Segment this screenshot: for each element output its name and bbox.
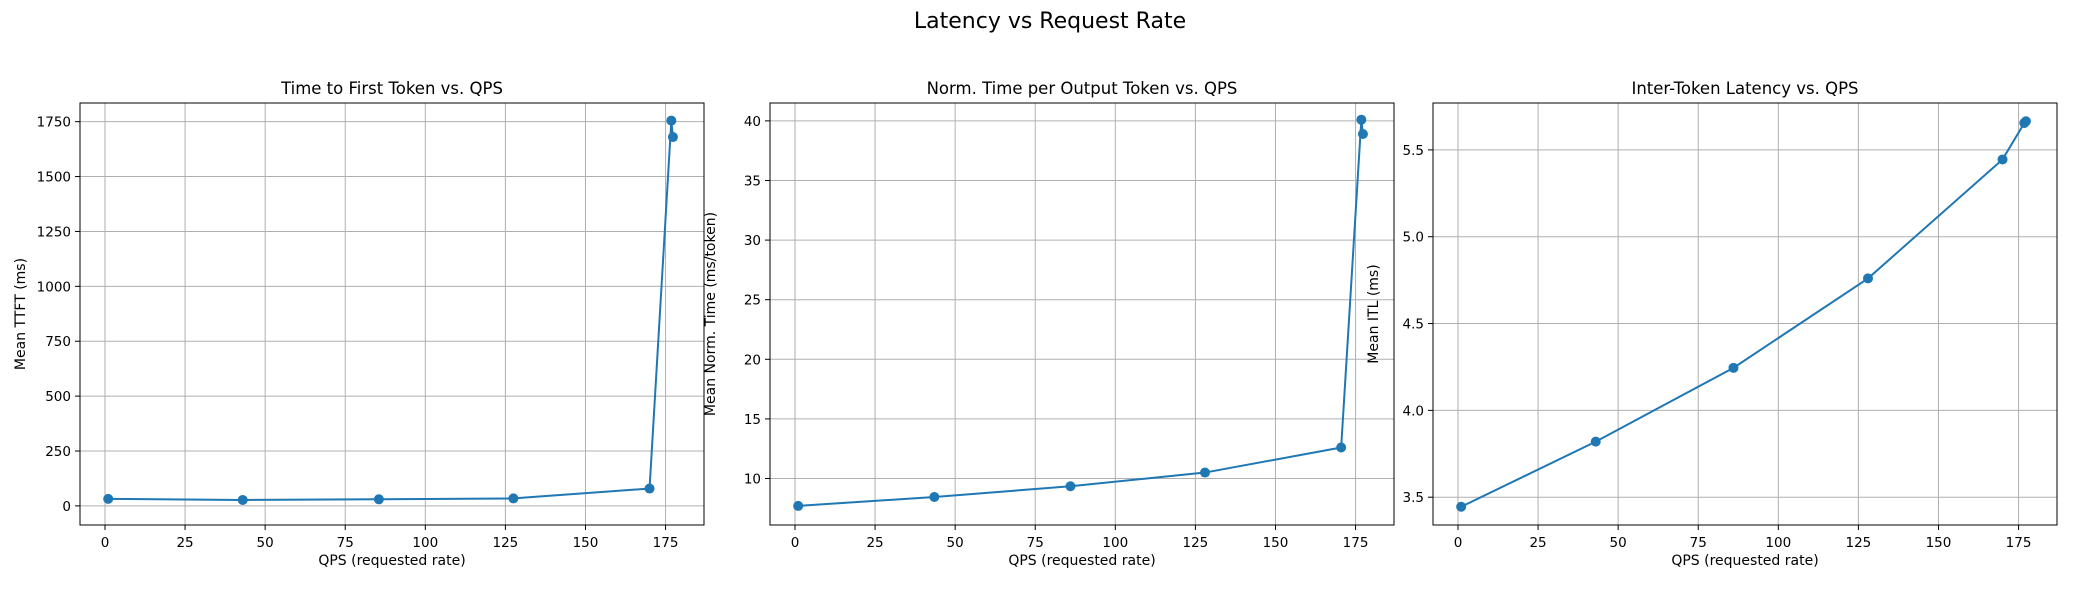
- x-tick-label: 125: [493, 535, 519, 551]
- axes-frame: [769, 102, 1395, 526]
- data-point: [1590, 436, 1601, 447]
- y-tick-label: 1500: [37, 170, 71, 186]
- y-axis-label: Mean Norm. Time (ms/token): [703, 212, 719, 416]
- subplot-2: 0 25 50 75 100 125 150 175 10 15 20 25 30 35 40 Norm. T…: [703, 79, 1395, 569]
- y-tick-label: 10: [744, 472, 761, 488]
- y-tick-label: 1250: [37, 224, 71, 240]
- x-tick-label: 150: [1263, 535, 1289, 551]
- y-tick-label: 5.0: [1403, 230, 1424, 246]
- x-tick-label: 50: [1610, 535, 1627, 551]
- data-point: [373, 494, 384, 505]
- y-tick-label: 250: [45, 444, 71, 460]
- x-tick-label: 25: [1529, 535, 1546, 551]
- data-point: [2020, 116, 2031, 127]
- subplot-title: Time to First Token vs. QPS: [280, 79, 503, 98]
- x-tick-label: 100: [1102, 535, 1128, 551]
- x-tick-label: 150: [573, 535, 599, 551]
- data-point: [929, 491, 940, 502]
- y-tick-label: 40: [744, 114, 761, 130]
- series-line: [108, 120, 674, 501]
- y-tick-label: 750: [45, 334, 71, 350]
- x-tick-label: 100: [412, 535, 438, 551]
- x-axis-label: QPS (requested rate): [1008, 553, 1155, 569]
- axes-frame: [79, 102, 705, 526]
- x-axis-label: QPS (requested rate): [318, 553, 465, 569]
- x-tick-label: 25: [866, 535, 883, 551]
- x-tick-label: 50: [257, 535, 274, 551]
- y-tick-label: 4.0: [1403, 403, 1424, 419]
- y-tick-label: 20: [744, 352, 761, 368]
- data-point: [1728, 362, 1739, 373]
- x-tick-label: 125: [1183, 535, 1209, 551]
- data-point: [1357, 128, 1368, 139]
- x-tick-label: 175: [653, 535, 679, 551]
- data-point: [1336, 442, 1347, 453]
- data-point: [237, 494, 248, 505]
- y-tick-label: 3.5: [1403, 490, 1424, 506]
- y-tick-label: 1750: [37, 115, 71, 131]
- data-point: [793, 500, 804, 511]
- x-tick-label: 175: [1343, 535, 1369, 551]
- subplot-1: 0 25 50 75 100 125 150 175025050075010001250150…: [13, 79, 705, 569]
- data-point: [103, 493, 114, 504]
- data-point: [508, 493, 519, 504]
- y-tick-label: 30: [744, 233, 761, 249]
- series-line: [1460, 120, 2027, 508]
- data-point: [666, 115, 677, 126]
- axes-frame: [1432, 102, 2058, 526]
- x-tick-label: 75: [1690, 535, 1707, 551]
- y-tick-label: 15: [744, 412, 761, 428]
- y-tick-label: 5.5: [1403, 143, 1424, 159]
- x-tick-label: 125: [1846, 535, 1872, 551]
- figure-title: Latency vs Request Rate: [914, 9, 1186, 34]
- x-axis-label: QPS (requested rate): [1671, 553, 1818, 569]
- x-tick-label: 150: [1926, 535, 1952, 551]
- subplot-3: 0 25 50 75 100 125 150 175 3.5 4.0 4.5 5.0 5.5 Inter-…: [1366, 79, 2058, 569]
- x-tick-label: 50: [947, 535, 964, 551]
- x-tick-label: 175: [2006, 535, 2032, 551]
- data-point: [1456, 501, 1467, 512]
- data-point: [667, 132, 678, 143]
- data-point: [1200, 467, 1211, 478]
- x-tick-label: 0: [791, 535, 800, 551]
- subplot-title: Norm. Time per Output Token vs. QPS: [927, 79, 1238, 98]
- x-tick-label: 0: [1454, 535, 1463, 551]
- y-axis-label: Mean TTFT (ms): [13, 258, 29, 370]
- y-tick-label: 0: [62, 499, 71, 515]
- data-point: [1065, 481, 1076, 492]
- y-tick-label: 4.5: [1403, 317, 1424, 333]
- series-line: [798, 119, 1364, 507]
- x-tick-label: 100: [1765, 535, 1791, 551]
- x-tick-label: 0: [101, 535, 110, 551]
- data-point: [1356, 114, 1367, 125]
- data-point: [1863, 273, 1874, 284]
- x-tick-label: 75: [337, 535, 354, 551]
- y-tick-label: 25: [744, 293, 761, 309]
- y-tick-label: 35: [744, 173, 761, 189]
- data-point: [644, 483, 655, 494]
- x-tick-label: 25: [176, 535, 193, 551]
- x-tick-label: 75: [1027, 535, 1044, 551]
- y-tick-label: 500: [45, 389, 71, 405]
- data-point: [1997, 154, 2008, 165]
- subplot-title: Inter-Token Latency vs. QPS: [1631, 79, 1858, 98]
- y-axis-label: Mean ITL (ms): [1366, 264, 1382, 363]
- y-tick-label: 1000: [37, 279, 71, 295]
